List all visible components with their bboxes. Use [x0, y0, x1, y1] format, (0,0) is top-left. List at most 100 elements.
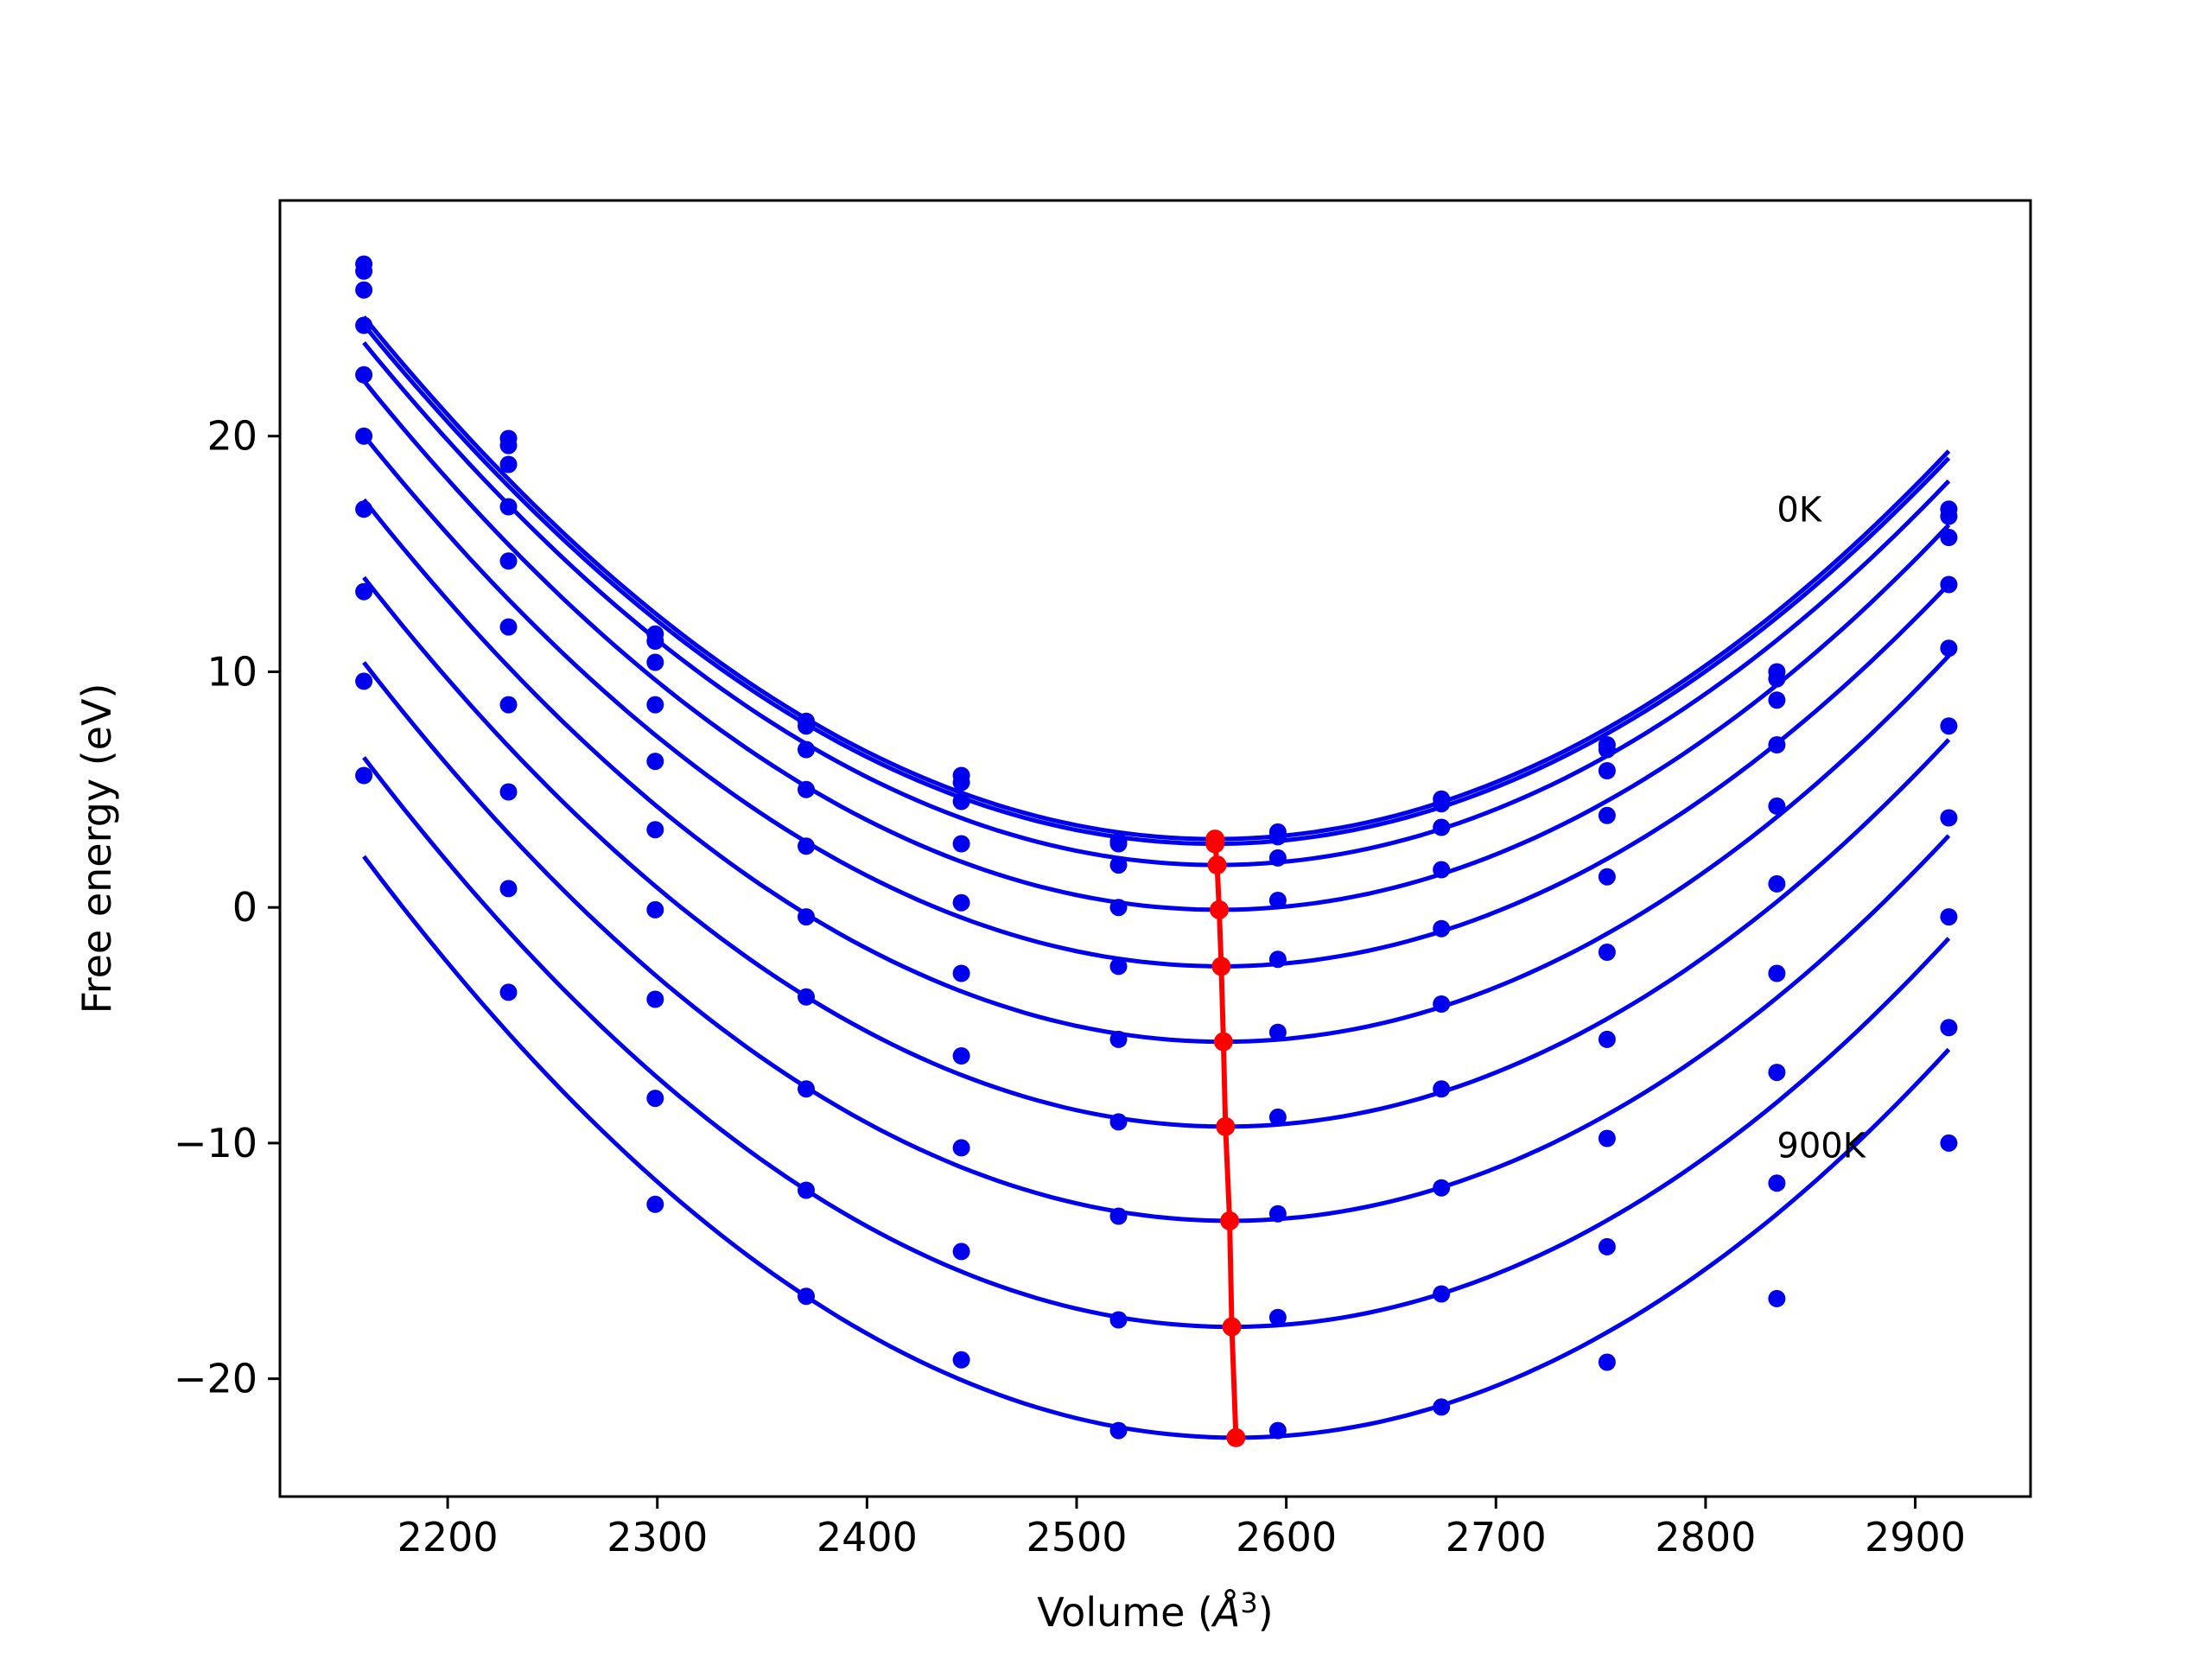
data-point-2-7 — [1433, 818, 1451, 836]
data-point-9-2 — [646, 1195, 664, 1213]
data-point-1-8 — [1598, 741, 1616, 759]
data-point-8-4 — [952, 1243, 970, 1261]
data-point-5-6 — [1268, 1023, 1287, 1041]
data-point-2-0 — [355, 281, 373, 299]
data-point-6-6 — [1268, 1108, 1287, 1126]
minima-line — [1212, 839, 1239, 1438]
x-axis-label-unit: Å — [1211, 1589, 1240, 1636]
data-point-3-0 — [355, 316, 373, 334]
fit-curve-1 — [362, 323, 1951, 846]
data-point-3-9 — [1768, 736, 1786, 753]
x-axis-ticks: 2200 2300 2400 2500 2600 2700 2800 2900 — [397, 1497, 1966, 1560]
data-point-6-0 — [355, 500, 373, 518]
y-axis-label: Free energy (eV) — [73, 683, 120, 1014]
data-point-2-3 — [798, 741, 815, 759]
data-point-9-4 — [952, 1351, 970, 1369]
data-point-3-4 — [952, 835, 970, 853]
data-point-4-1 — [499, 552, 518, 570]
minima-point-7 — [1220, 1211, 1240, 1230]
data-point-9-1 — [499, 983, 518, 1001]
fit-curve-2 — [362, 341, 1951, 868]
data-point-4-6 — [1268, 950, 1287, 969]
x-axis-label-close: ) — [1258, 1589, 1274, 1636]
data-point-1-7 — [1433, 795, 1451, 813]
fit-curve-3 — [362, 379, 1951, 912]
data-point-4-8 — [1598, 868, 1616, 886]
data-point-5-8 — [1598, 944, 1616, 961]
data-point-8-6 — [1268, 1308, 1287, 1326]
data-point-2-10 — [1940, 529, 1958, 546]
data-point-5-10 — [1940, 717, 1958, 735]
data-point-8-5 — [1109, 1311, 1128, 1329]
minima-line-group — [1205, 830, 1246, 1447]
data-point-5-0 — [355, 427, 373, 445]
minima-point-9 — [1226, 1427, 1246, 1447]
data-point-9-5 — [1109, 1421, 1128, 1440]
minima-point-2 — [1207, 855, 1227, 875]
data-point-1-2 — [646, 632, 664, 650]
data-point-7-4 — [952, 1139, 970, 1157]
y-tick-label-4: 20 — [207, 413, 257, 460]
data-point-6-2 — [646, 900, 664, 918]
fit-curve-7 — [362, 661, 1951, 1224]
data-point-3-1 — [499, 498, 518, 516]
annotation-0: 0K — [1777, 490, 1822, 530]
data-point-8-10 — [1940, 1019, 1958, 1037]
minima-point-6 — [1216, 1116, 1236, 1136]
data-point-7-5 — [1109, 1207, 1128, 1225]
x-axis-label-exponent: 3 — [1240, 1586, 1257, 1619]
data-point-7-7 — [1433, 1179, 1451, 1197]
data-point-2-5 — [1109, 856, 1128, 874]
minima-point-5 — [1213, 1032, 1233, 1052]
x-tick-label-4: 2600 — [1236, 1514, 1337, 1560]
minima-point-1 — [1205, 834, 1225, 854]
data-point-1-0 — [355, 262, 373, 280]
data-point-9-8 — [1598, 1353, 1616, 1371]
data-point-2-8 — [1598, 762, 1616, 779]
data-point-8-9 — [1768, 1174, 1786, 1192]
data-point-2-9 — [1768, 691, 1786, 709]
annotation-1: 900K — [1777, 1127, 1866, 1166]
data-point-8-1 — [499, 880, 518, 898]
y-axis-ticks: −20 −10 0 10 20 — [174, 413, 280, 1402]
data-point-4-2 — [646, 753, 664, 771]
x-tick-label-2: 2400 — [817, 1514, 918, 1560]
data-point-5-7 — [1433, 995, 1451, 1013]
y-tick-label-3: 10 — [207, 648, 257, 695]
data-point-2-6 — [1268, 849, 1287, 867]
data-point-1-10 — [1940, 507, 1958, 525]
data-point-4-0 — [355, 365, 373, 384]
data-point-9-9 — [1768, 1289, 1786, 1307]
fit-curve-4 — [362, 434, 1951, 969]
fit-curve-6 — [362, 575, 1951, 1129]
data-point-3-3 — [798, 780, 815, 798]
data-point-6-5 — [1109, 1113, 1128, 1131]
data-point-6-9 — [1768, 964, 1786, 982]
data-point-8-0 — [355, 672, 373, 690]
fit-curves — [362, 315, 1951, 1440]
data-point-2-1 — [499, 455, 518, 474]
data-point-3-2 — [646, 696, 664, 714]
data-point-4-3 — [798, 837, 815, 855]
minima-point-4 — [1211, 957, 1231, 976]
y-tick-label-0: −20 — [174, 1356, 257, 1402]
data-point-8-7 — [1433, 1285, 1451, 1303]
data-point-1-9 — [1768, 670, 1786, 688]
x-tick-label-0: 2200 — [397, 1514, 499, 1560]
data-point-9-6 — [1268, 1421, 1287, 1440]
data-point-6-10 — [1940, 809, 1958, 827]
data-point-7-6 — [1268, 1205, 1287, 1223]
data-point-3-7 — [1433, 861, 1451, 879]
data-point-7-9 — [1768, 1064, 1786, 1082]
data-point-7-2 — [646, 990, 664, 1008]
data-point-5-1 — [499, 618, 518, 636]
data-point-3-6 — [1268, 892, 1287, 909]
annotations: 0K 900K — [1777, 490, 1866, 1166]
y-tick-label-2: 0 — [232, 884, 257, 931]
data-point-4-10 — [1940, 639, 1958, 658]
data-point-6-4 — [952, 1047, 970, 1065]
data-point-6-3 — [798, 988, 815, 1006]
data-point-5-3 — [798, 908, 815, 926]
fit-curve-9 — [362, 855, 1951, 1440]
